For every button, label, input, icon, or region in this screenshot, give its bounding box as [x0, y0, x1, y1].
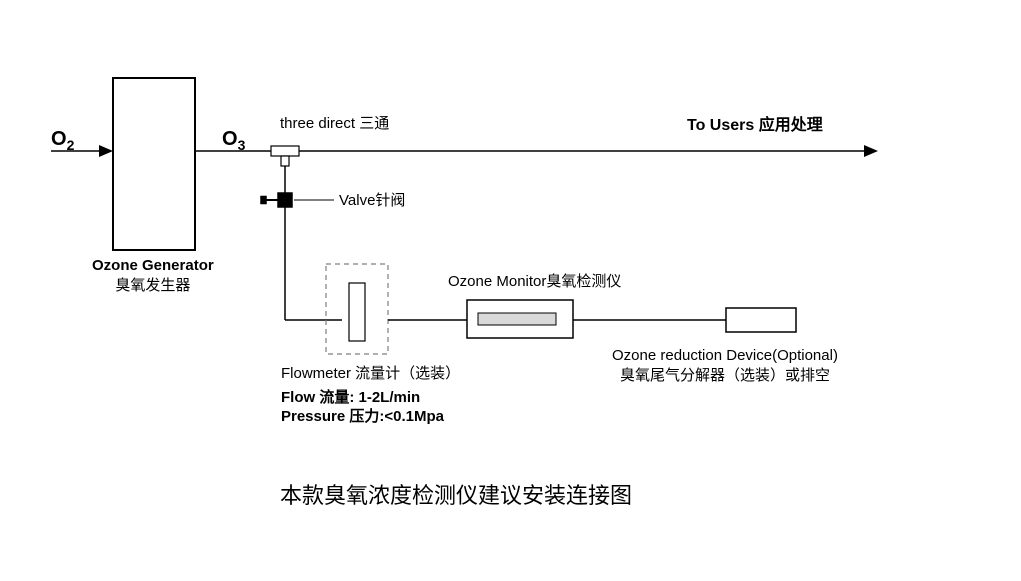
to-users-label: To Users 应用处理 [687, 116, 823, 137]
o3-label: O3 [222, 126, 245, 154]
valve-label: Valve针阀 [339, 191, 405, 211]
pressure-spec-label: Pressure 压力:<0.1Mpa [281, 407, 444, 427]
diagram-title: 本款臭氧浓度检测仪建议安装连接图 [280, 478, 632, 510]
flow-spec-label: Flow 流量: 1-2L/min [281, 388, 420, 408]
o2-label: O2 [51, 126, 74, 154]
three-direct-label: three direct 三通 [280, 114, 389, 134]
ozone-generator-label: Ozone Generator 臭氧发生器 [92, 256, 214, 295]
reduction-device-label: Ozone reduction Device(Optional) 臭氧尾气分解器… [612, 346, 838, 385]
flowmeter-label: Flowmeter 流量计（选装） [281, 364, 460, 384]
ozone-monitor-label: Ozone Monitor臭氧检测仪 [448, 272, 621, 292]
